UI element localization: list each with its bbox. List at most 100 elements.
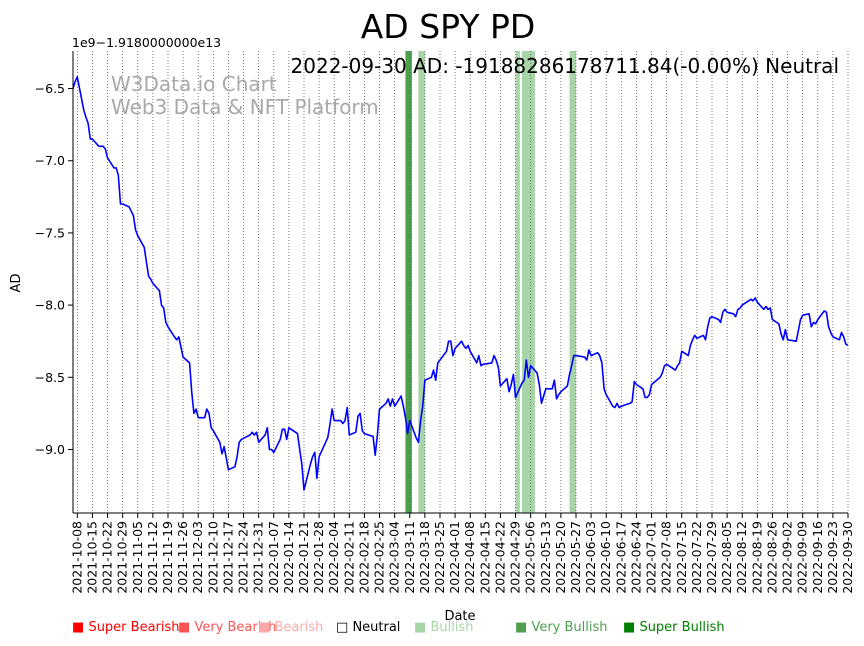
x-tick-label: 2021-11-05 — [130, 521, 145, 594]
x-tick-label: 2022-08-19 — [749, 521, 764, 594]
x-tick-label: 2022-09-30 — [840, 521, 855, 594]
signal-legend: ■ Super Bearish ■ Very Bearish ■ Bearish… — [72, 620, 852, 640]
x-tick-label: 2022-09-09 — [795, 521, 810, 594]
y-axis-label: AD — [9, 274, 24, 293]
x-tick-label: 2021-12-24 — [236, 521, 251, 594]
legend-label: Bearish — [274, 620, 324, 635]
x-tick-label: 2022-07-29 — [704, 521, 719, 594]
legend-item-very-bullish: ■ Very Bullish — [515, 620, 608, 635]
x-tick-label: 2022-01-21 — [296, 521, 311, 594]
signal-bands — [405, 51, 576, 513]
x-tick-label: 2022-05-27 — [568, 521, 583, 594]
legend-label: Neutral — [352, 620, 401, 635]
x-tick-label: 2021-11-19 — [160, 521, 175, 594]
x-tick-label: 2022-02-04 — [326, 521, 341, 594]
ad-series-line — [72, 76, 849, 491]
signal-band — [515, 51, 520, 513]
x-gridlines — [76, 51, 849, 513]
x-tick-label: 2022-08-12 — [734, 521, 749, 594]
legend-label: Super Bullish — [639, 620, 725, 635]
x-tick-label: 2022-06-17 — [613, 521, 628, 594]
legend-marker: ■ — [258, 620, 271, 635]
x-tick-label: 2022-04-08 — [462, 521, 477, 594]
x-tick-label: 2022-07-08 — [659, 521, 674, 594]
x-tick-label: 2022-05-13 — [538, 521, 553, 594]
y-tick-label: −8.0 — [35, 298, 65, 313]
legend-item-super-bullish: ■ Super Bullish — [623, 620, 725, 635]
signal-band — [405, 51, 412, 513]
x-tick-label: 2022-07-01 — [644, 521, 659, 594]
legend-label: Super Bearish — [88, 620, 180, 635]
signal-band — [569, 51, 576, 513]
x-tick-label: 2021-10-08 — [69, 521, 84, 594]
x-tick-label: 2022-03-04 — [387, 521, 402, 594]
x-tick-label: 2022-01-28 — [311, 521, 326, 594]
legend-item-bearish: ■ Bearish — [258, 620, 323, 635]
x-tick-label: 2022-03-18 — [417, 521, 432, 594]
x-tick-label: 2022-06-10 — [598, 521, 613, 594]
x-tick-label: 2022-02-25 — [372, 521, 387, 594]
x-tick-label: 2022-09-02 — [780, 521, 795, 594]
y-tick-label: −9.0 — [35, 442, 65, 457]
chart-headline: 2022-09-30 AD: -19188286178711.84(-0.00%… — [291, 54, 839, 78]
legend-marker: ■ — [515, 620, 528, 635]
legend-marker: ■ — [178, 620, 191, 635]
x-tick-label: 2022-07-15 — [674, 521, 689, 594]
x-tick-label: 2021-11-26 — [175, 521, 190, 594]
legend-marker: ■ — [623, 620, 636, 635]
x-tick-label: 2021-12-17 — [220, 521, 235, 594]
legend-marker: ■ — [414, 620, 427, 635]
x-ticks: 2021-10-08 2021-10-15 2021-10-22 2021-10-29… — [69, 513, 855, 594]
y-ticks: −6.5 −7.0 −7.5 −8.0 −8.5 −9.0 — [35, 81, 73, 457]
watermark-line-2: Web3 Data & NFT Platform — [111, 95, 379, 119]
y-tick-label: −6.5 — [35, 81, 65, 96]
legend-label: Bullish — [430, 620, 474, 635]
y-offset-label: 1e9−1.9180000000e13 — [72, 35, 221, 50]
x-tick-label: 2022-03-25 — [432, 521, 447, 594]
legend-item-super-bearish: ■ Super Bearish — [72, 620, 180, 635]
chart-title: AD SPY PD — [361, 7, 536, 46]
x-tick-label: 2022-05-20 — [553, 521, 568, 594]
x-tick-label: 2021-11-12 — [145, 521, 160, 594]
legend-label: Very Bearish — [194, 620, 277, 635]
x-tick-label: 2022-01-07 — [266, 521, 281, 594]
x-tick-label: 2022-08-26 — [764, 521, 779, 594]
x-tick-label: 2022-07-22 — [689, 521, 704, 594]
watermark-line-1: W3Data.io Chart — [111, 72, 277, 96]
legend-item-bullish: ■ Bullish — [414, 620, 473, 635]
x-axis-label: Date — [444, 609, 475, 624]
x-tick-label: 2022-06-03 — [583, 521, 598, 594]
y-tick-label: −8.5 — [35, 370, 65, 385]
x-tick-label: 2021-10-29 — [115, 521, 130, 594]
x-tick-label: 2022-06-24 — [628, 521, 643, 594]
watermark: W3Data.io Chart Web3 Data & NFT Platform — [111, 72, 379, 119]
y-tick-label: −7.0 — [35, 153, 65, 168]
x-tick-label: 2022-04-15 — [477, 521, 492, 594]
x-tick-label: 2022-03-11 — [402, 521, 417, 594]
legend-marker: □ — [336, 620, 349, 635]
x-tick-label: 2022-01-14 — [281, 521, 296, 594]
legend-item-neutral: □ Neutral — [336, 620, 400, 635]
x-tick-label: 2021-10-15 — [84, 521, 99, 594]
x-tick-label: 2022-02-18 — [356, 521, 371, 594]
x-tick-label: 2022-05-06 — [523, 521, 538, 594]
legend-label: Very Bullish — [531, 620, 608, 635]
x-tick-label: 2022-08-05 — [719, 521, 734, 594]
x-tick-label: 2022-04-29 — [508, 521, 523, 594]
x-tick-label: 2022-02-11 — [341, 521, 356, 594]
y-tick-label: −7.5 — [35, 225, 65, 240]
x-tick-label: 2022-09-16 — [810, 521, 825, 594]
legend-marker: ■ — [72, 620, 85, 635]
x-tick-label: 2021-12-10 — [205, 521, 220, 594]
signal-band — [522, 51, 535, 513]
signal-band — [418, 51, 425, 513]
x-tick-label: 2022-04-22 — [492, 521, 507, 594]
x-tick-label: 2022-04-01 — [447, 521, 462, 594]
x-tick-label: 2022-09-23 — [825, 521, 840, 594]
x-tick-label: 2021-12-31 — [251, 521, 266, 594]
x-tick-label: 2021-10-22 — [100, 521, 115, 594]
legend-item-very-bearish: ■ Very Bearish — [178, 620, 276, 635]
x-tick-label: 2021-12-03 — [190, 521, 205, 594]
axes-frame — [72, 51, 848, 514]
